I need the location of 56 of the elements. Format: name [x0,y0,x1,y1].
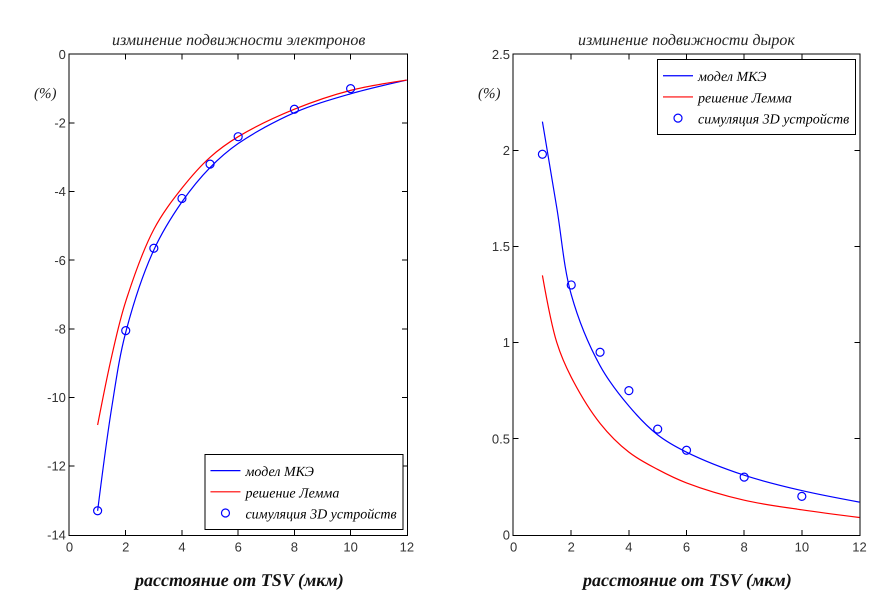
y-tick-label: -6 [54,252,66,268]
x-tick-label: 4 [178,539,186,554]
point [740,472,749,482]
x-tick-label: 12 [852,539,867,554]
point [538,150,548,159]
point [93,506,102,516]
legend-label: симуляция 3D устройств [698,112,850,128]
point [290,104,299,114]
point [205,160,215,169]
y-tick-label: -10 [47,390,66,406]
x-tick-label: 2 [568,539,575,554]
chart-title: изминение подвижности дырок [578,32,796,49]
y-tick-label: 1 [502,335,510,350]
x-axis-title: расстояние от TSV (мкм) [133,570,344,590]
point [595,348,605,357]
y-axis-title: (%) [478,86,500,102]
x-tick-label: 2 [122,539,130,554]
point [346,84,356,94]
point [121,326,130,336]
y-tick-label: -8 [54,321,66,336]
y-axis-title: (%) [34,86,56,102]
x-tick-label: 8 [290,539,298,554]
x-tick-label: 12 [400,539,414,554]
x-tick-label: 8 [740,539,748,554]
chart-title: изминение подвижности электронов [112,32,366,49]
legend-label: модел МКЭ [244,465,314,480]
legend-label: модел МКЭ [697,70,766,86]
point [566,280,576,290]
y-tick-label: -4 [54,184,66,200]
point [624,386,634,396]
legend-label: решение Лемма [244,486,340,502]
point [149,244,158,253]
y-tick-label: 0.5 [492,431,510,446]
point [797,492,806,501]
y-tick-label: 2 [502,142,510,158]
x-tick-label: 6 [234,539,242,554]
y-tick-label: -12 [47,458,66,474]
x-tick-label: 4 [625,539,632,554]
y-tick-label: 1.5 [492,239,510,254]
y-tick-label: 2.5 [492,46,510,62]
point [653,424,662,434]
x-tick-label: 10 [794,539,810,554]
line-series [97,79,407,426]
line-series [542,274,860,518]
x-tick-label: 6 [682,539,690,554]
legend-label: симуляция 3D устройств [245,507,397,522]
x-tick-label: 10 [343,539,358,554]
y-tick-label: -2 [54,116,66,131]
legend-label: решение Лемма [697,91,792,106]
point [177,194,187,204]
y-tick-label: -14 [47,527,66,542]
point [234,132,243,142]
x-axis-title: расстояние от TSV (мкм) [581,570,792,590]
y-tick-label: 0 [502,527,510,542]
point [682,446,692,455]
y-tick-label: 0 [58,46,66,62]
